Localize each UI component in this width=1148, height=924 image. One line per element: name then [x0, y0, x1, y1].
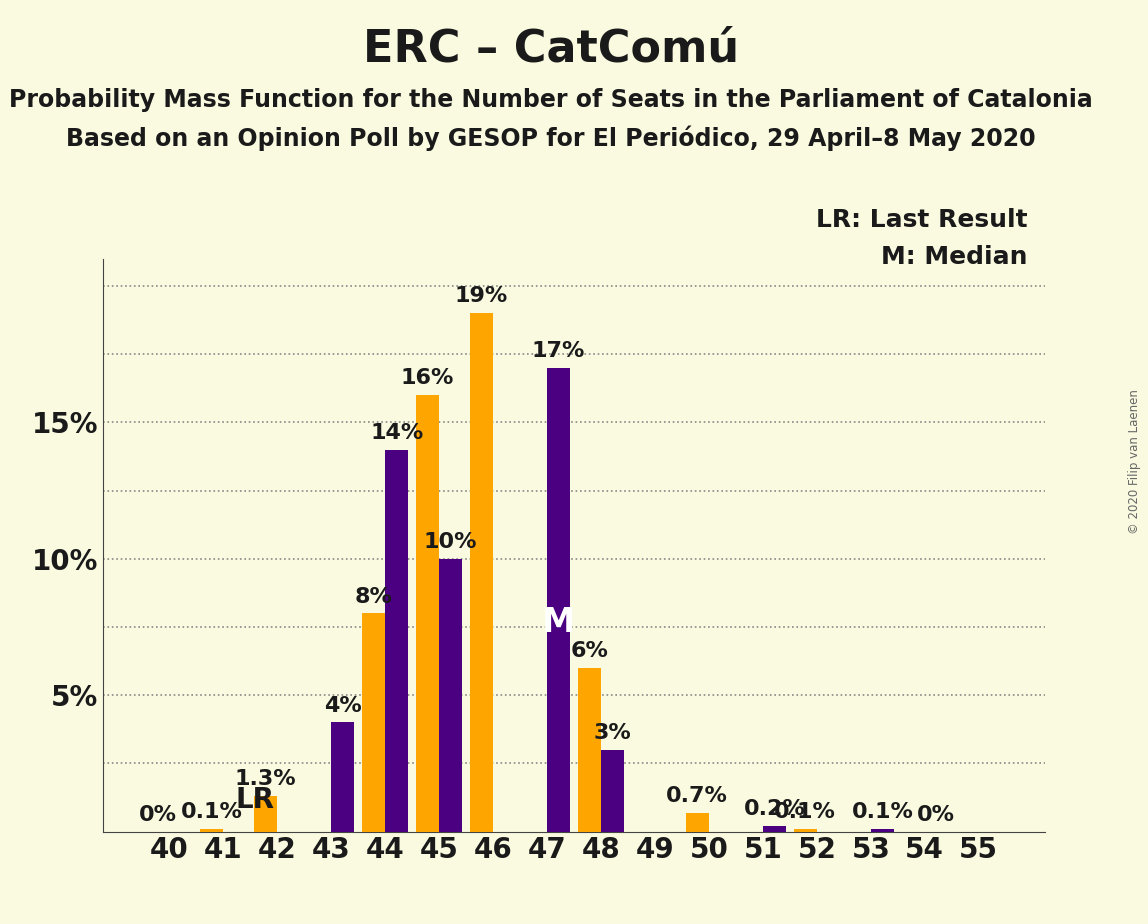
Text: M: Median: M: Median [881, 245, 1027, 269]
Bar [331, 723, 355, 832]
Text: LR: LR [236, 786, 276, 814]
Text: 16%: 16% [401, 369, 455, 388]
Bar [871, 829, 894, 832]
Text: 17%: 17% [532, 341, 585, 361]
Text: 0%: 0% [139, 805, 177, 825]
Text: 0.1%: 0.1% [180, 802, 242, 822]
Text: Probability Mass Function for the Number of Seats in the Parliament of Catalonia: Probability Mass Function for the Number… [9, 88, 1093, 112]
Text: 8%: 8% [355, 587, 393, 606]
Bar [470, 313, 492, 832]
Text: 0.1%: 0.1% [774, 802, 836, 822]
Text: ERC – CatComú: ERC – CatComú [363, 28, 739, 71]
Bar [416, 395, 439, 832]
Text: 14%: 14% [370, 423, 424, 443]
Text: M: M [542, 606, 575, 639]
Text: 6%: 6% [571, 641, 608, 661]
Bar [577, 668, 602, 832]
Text: 0.1%: 0.1% [852, 802, 914, 822]
Bar [602, 749, 625, 832]
Text: 19%: 19% [455, 286, 509, 307]
Bar [385, 450, 409, 832]
Bar [254, 796, 277, 832]
Text: 10%: 10% [424, 532, 478, 552]
Bar [362, 614, 385, 832]
Bar [685, 812, 709, 832]
Text: 1.3%: 1.3% [235, 770, 296, 789]
Text: LR: Last Result: LR: Last Result [816, 208, 1027, 232]
Bar [793, 829, 817, 832]
Bar [763, 826, 786, 832]
Text: Based on an Opinion Poll by GESOP for El Periódico, 29 April–8 May 2020: Based on an Opinion Poll by GESOP for El… [67, 126, 1035, 152]
Bar [546, 368, 571, 832]
Text: 4%: 4% [324, 696, 362, 716]
Bar [200, 829, 223, 832]
Text: 0.7%: 0.7% [666, 785, 728, 806]
Text: 0.2%: 0.2% [744, 799, 806, 820]
Bar [439, 559, 463, 832]
Text: © 2020 Filip van Laenen: © 2020 Filip van Laenen [1127, 390, 1141, 534]
Text: 0%: 0% [917, 805, 955, 825]
Text: 3%: 3% [594, 723, 631, 743]
